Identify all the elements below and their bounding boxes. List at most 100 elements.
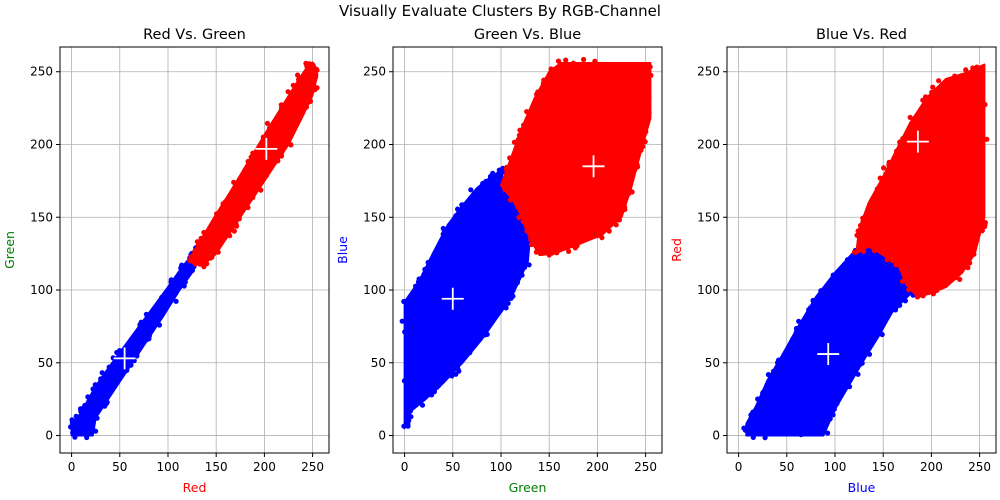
scatter-point — [646, 110, 652, 116]
scatter-point — [830, 272, 836, 278]
scatter-point — [930, 84, 936, 90]
scatter-point — [78, 408, 84, 414]
cluster-0-points — [745, 242, 915, 437]
scatter-point — [401, 378, 407, 384]
scatter-point — [305, 66, 311, 72]
scatter-point — [275, 158, 281, 164]
scatter-point — [236, 216, 242, 222]
scatter-point — [915, 292, 922, 298]
scatter-point — [514, 280, 521, 286]
scatter-point — [507, 155, 513, 161]
y-tick-label: 0 — [45, 429, 53, 443]
scatter-point — [306, 99, 312, 105]
scatter-point — [285, 139, 291, 146]
scatter-point — [467, 348, 473, 354]
scatter-point — [209, 254, 215, 260]
scatter-point — [194, 248, 200, 254]
scatter-point — [288, 132, 294, 138]
x-tick-label: 50 — [779, 460, 794, 474]
y-tick-label: 250 — [697, 65, 720, 79]
scatter-point — [455, 206, 461, 212]
scatter-point — [156, 322, 162, 328]
scatter-point — [85, 394, 91, 400]
x-tick-label: 250 — [301, 460, 324, 474]
scatter-point — [143, 311, 149, 317]
scatter-point — [521, 122, 527, 128]
x-tick-label: 200 — [586, 460, 609, 474]
scatter-point — [574, 243, 580, 249]
red-vs-green-ylabel: Green — [2, 231, 17, 269]
y-tick-label: 200 — [363, 137, 386, 151]
scatter-point — [250, 150, 256, 156]
scatter-point — [783, 430, 789, 436]
scatter-point — [415, 279, 422, 285]
y-tick-label: 100 — [363, 283, 386, 297]
scatter-point — [264, 120, 270, 126]
panel-red-vs-green: 0 50 100 150 200 250 0 50 100 150 200 250 Red Vs. Gr… — [2, 27, 330, 495]
scatter-point — [838, 267, 844, 273]
x-tick-label: 50 — [445, 460, 460, 474]
scatter-point — [643, 129, 649, 135]
scatter-point — [184, 262, 190, 268]
scatter-point — [919, 291, 925, 297]
scatter-point — [897, 139, 903, 145]
scatter-point — [923, 94, 929, 100]
scatter-point — [606, 228, 612, 234]
scatter-point — [168, 277, 174, 283]
scatter-point — [290, 82, 296, 88]
scatter-point — [958, 73, 964, 79]
scatter-point — [982, 101, 988, 108]
scatter-point — [231, 228, 237, 234]
scatter-point — [984, 136, 990, 142]
blue-vs-red-frame — [726, 46, 997, 454]
scatter-point — [746, 421, 752, 427]
scatter-point — [313, 85, 319, 91]
y-tick-label: 50 — [705, 356, 720, 370]
scatter-point — [647, 64, 653, 70]
scatter-point — [859, 360, 865, 366]
x-tick-label: 250 — [968, 460, 991, 474]
scatter-point — [134, 353, 140, 359]
scatter-point — [906, 287, 912, 293]
scatter-point — [742, 427, 749, 433]
scatter-point — [488, 317, 494, 323]
x-tick-label: 200 — [253, 460, 276, 474]
scatter-point — [515, 137, 521, 143]
scatter-point — [313, 74, 319, 80]
scatter-point — [128, 362, 134, 368]
scatter-point — [881, 165, 887, 171]
x-tick-label: 200 — [920, 460, 943, 474]
blue-vs-red-points — [741, 63, 990, 441]
scatter-point — [857, 222, 864, 229]
scatter-point — [453, 371, 459, 377]
scatter-point — [109, 385, 115, 392]
scatter-point — [533, 249, 540, 255]
scatter-point — [868, 341, 875, 347]
scatter-point — [892, 302, 898, 308]
scatter-point — [182, 279, 188, 285]
scatter-point — [159, 294, 165, 300]
green-vs-blue-ylabel: Blue — [335, 236, 350, 264]
scatter-point — [198, 235, 204, 241]
scatter-point — [73, 413, 79, 419]
blue-vs-red-xlabel: Blue — [848, 480, 876, 495]
scatter-point — [522, 262, 528, 268]
scatter-point — [98, 376, 104, 382]
scatter-point — [899, 278, 906, 284]
scatter-point — [625, 191, 632, 197]
scatter-point — [73, 418, 79, 424]
scatter-point — [953, 275, 959, 281]
scatter-point — [889, 307, 895, 313]
scatter-point — [616, 215, 622, 222]
scatter-point — [523, 224, 530, 230]
y-tick-label: 200 — [697, 137, 720, 151]
scatter-point — [971, 251, 977, 257]
scatter-point — [980, 88, 986, 95]
scatter-point — [563, 57, 569, 63]
scatter-point — [173, 298, 179, 304]
red-vs-green-frame — [59, 46, 330, 454]
scatter-point — [893, 262, 899, 268]
red-vs-green-title: Red Vs. Green — [143, 27, 246, 43]
scatter-point — [84, 434, 90, 441]
